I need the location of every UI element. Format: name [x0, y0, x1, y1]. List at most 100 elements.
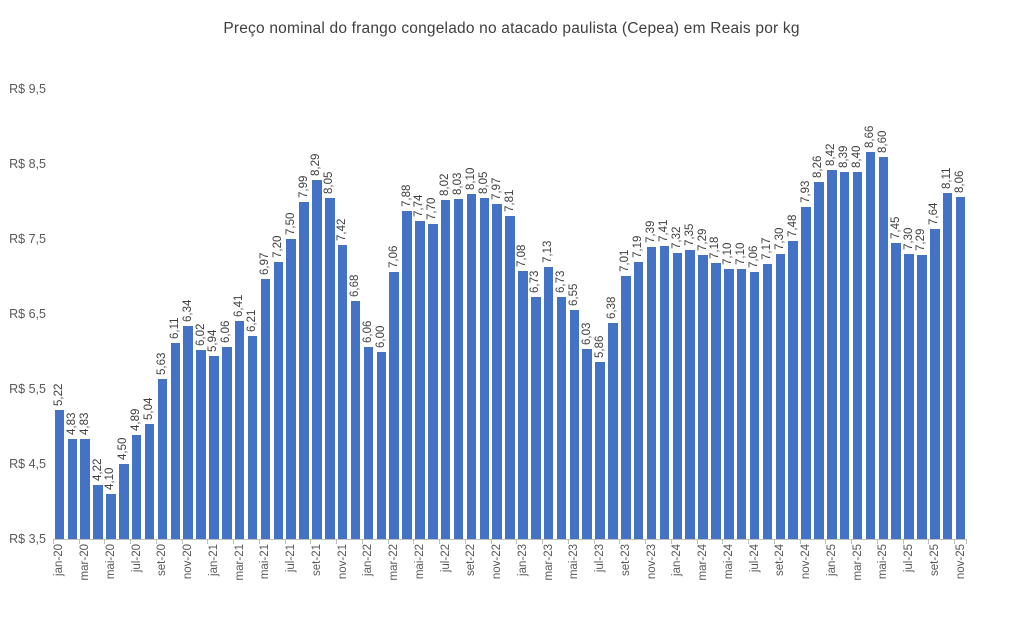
- x-axis-label: mar-21: [233, 544, 246, 581]
- x-axis-tick: [722, 540, 724, 544]
- x-axis-tick: [696, 540, 698, 544]
- bar-value-label: 4,89: [130, 408, 143, 431]
- bar-jun-23: [582, 349, 592, 539]
- x-axis-label: set-25: [928, 544, 941, 576]
- bar-value-label: 7,45: [889, 216, 902, 239]
- bar-set-24: [775, 254, 786, 539]
- bar-value-label: 8,66: [863, 125, 876, 148]
- x-axis-label: jan-20: [53, 544, 66, 576]
- bar-set-23: [621, 275, 631, 539]
- x-axis-tick: [439, 540, 441, 544]
- bar-mar-20: [80, 439, 90, 539]
- bar-value-label: 5,04: [143, 397, 156, 420]
- bar-dez-23: [659, 245, 670, 539]
- bar-mai-22: [415, 221, 425, 539]
- bar-value-label: 6,73: [529, 270, 542, 293]
- bar-value-label: 7,29: [915, 228, 928, 251]
- y-axis-tick-label: R$ 8,5: [9, 157, 46, 171]
- x-axis-tick: [567, 540, 569, 544]
- bar-jul-23: [595, 362, 605, 539]
- x-axis-label: nov-23: [645, 544, 658, 580]
- bar-value-label: 8,06: [954, 170, 967, 193]
- bar-out-20: [170, 343, 181, 539]
- x-axis-label: nov-21: [336, 544, 349, 580]
- bar-jul-22: [440, 200, 451, 539]
- bar-value-label: 7,13: [542, 240, 555, 263]
- x-axis-tick: [104, 540, 106, 544]
- bar-fev-25: [839, 172, 850, 539]
- bar-value-label: 6,21: [246, 309, 259, 332]
- bar-mai-24: [724, 269, 734, 539]
- bar-set-21: [312, 179, 322, 539]
- bar-value-label: 6,97: [258, 252, 271, 275]
- bar-value-label: 7,17: [760, 237, 773, 260]
- bar-value-label: 7,48: [786, 214, 799, 237]
- bar-value-label: 5,94: [207, 329, 220, 352]
- bar-out-23: [633, 262, 644, 539]
- x-axis-label: nov-25: [954, 544, 967, 580]
- bar-fev-23: [531, 296, 541, 539]
- x-axis-tick: [207, 540, 209, 544]
- bar-value-label: 7,64: [928, 202, 941, 225]
- x-axis-label: mar-25: [851, 544, 864, 581]
- bar-nov-21: [337, 245, 348, 539]
- bar-value-label: 7,88: [400, 184, 413, 207]
- bar-value-label: 6,73: [554, 270, 567, 293]
- bar-value-label: 8,05: [477, 171, 490, 194]
- x-axis-label: nov-24: [800, 544, 813, 580]
- x-axis-tick: [490, 540, 492, 544]
- x-axis-label: mai-22: [413, 544, 426, 580]
- bar-mai-25: [878, 156, 889, 539]
- bar-fev-22: [376, 351, 387, 539]
- bar-value-label: 7,30: [902, 227, 915, 250]
- bar-mai-21: [260, 278, 271, 539]
- y-axis-tick-label: R$ 3,5: [9, 532, 46, 546]
- bar-ago-24: [762, 263, 773, 539]
- bar-jul-25: [904, 254, 914, 539]
- bar-set-22: [466, 194, 477, 539]
- bar-value-label: 6,00: [374, 325, 387, 348]
- bar-fev-21: [222, 347, 232, 539]
- x-axis-tick: [670, 540, 672, 544]
- x-axis-label: jul-21: [285, 544, 298, 573]
- x-axis-label: jul-25: [903, 544, 916, 573]
- x-axis-label: mai-20: [104, 544, 117, 580]
- x-axis-tick: [464, 540, 466, 544]
- bar-value-label: 7,93: [799, 180, 812, 203]
- bar-value-label: 4,50: [117, 437, 130, 460]
- bar-ago-20: [144, 423, 155, 539]
- bar-fev-20: [67, 439, 78, 539]
- bar-value-label: 7,10: [722, 242, 735, 265]
- bar-mai-23: [569, 310, 580, 539]
- bar-value-label: 7,81: [503, 189, 516, 212]
- bar-dez-20: [196, 350, 206, 539]
- bar-jan-21: [209, 356, 219, 539]
- x-axis-line: [53, 539, 967, 540]
- x-axis-label: mar-20: [79, 544, 92, 581]
- bar-mar-23: [543, 266, 554, 539]
- bar-value-label: 7,74: [413, 194, 426, 217]
- x-axis-label: nov-22: [491, 544, 504, 580]
- bar-value-label: 7,01: [619, 249, 632, 272]
- bar-jun-20: [119, 464, 129, 539]
- bar-abr-22: [402, 210, 412, 539]
- y-axis-tick-label: R$ 4,5: [9, 457, 46, 471]
- bar-value-label: 6,11: [168, 317, 181, 340]
- bar-value-label: 7,99: [297, 175, 310, 199]
- x-axis-tick: [78, 540, 80, 544]
- bar-jan-24: [672, 252, 683, 539]
- bar-value-label: 6,68: [349, 274, 362, 297]
- bar-value-label: 6,06: [361, 320, 374, 343]
- x-axis-label: set-24: [774, 544, 787, 576]
- bar-jan-20: [54, 410, 65, 539]
- x-axis-label: jan-24: [671, 544, 684, 576]
- bar-jan-23: [518, 270, 528, 539]
- bar-mai-20: [106, 494, 116, 539]
- bar-value-label: 5,22: [52, 383, 65, 406]
- x-axis-tick: [233, 540, 235, 544]
- x-axis-label: mai-23: [568, 544, 581, 580]
- bar-value-label: 7,97: [490, 177, 503, 200]
- bar-ago-21: [299, 202, 309, 539]
- x-axis-label: mar-24: [697, 544, 710, 581]
- x-axis-label: set-22: [465, 544, 478, 576]
